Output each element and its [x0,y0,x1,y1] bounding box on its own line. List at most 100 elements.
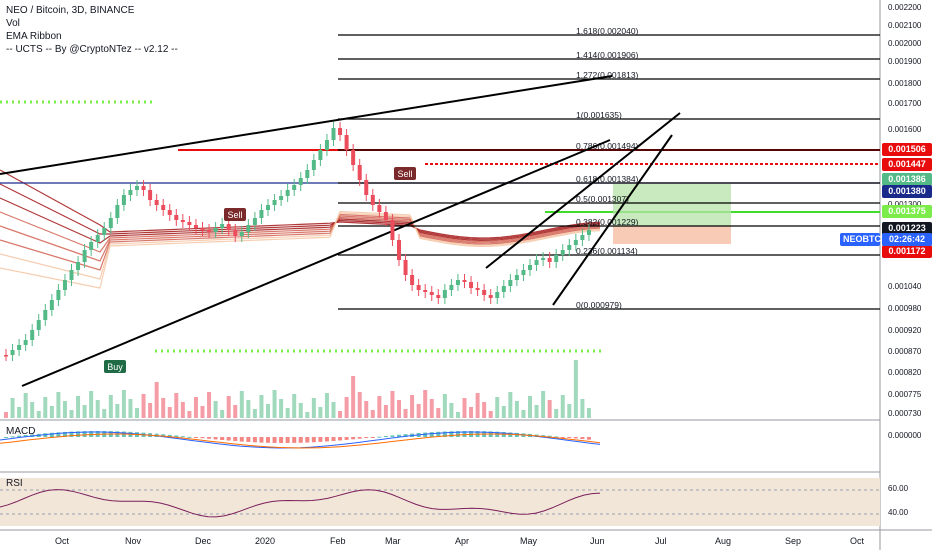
macd-histogram-bar [161,434,166,437]
chart-title: NEO / Bitcoin, 3D, BINANCE [6,5,135,16]
volume-bar [180,402,185,418]
candle-body [259,210,264,218]
volume-bar [436,408,441,418]
volume-bar [207,392,212,418]
macd-histogram-bar [43,433,48,437]
candle-body [554,255,559,262]
macd-histogram-bar [193,437,198,438]
volume-bar [220,410,225,418]
y-tick-label: 0.000820 [888,368,922,377]
candle-body [154,200,159,205]
candle-body [410,275,415,285]
signal-label: Sell [227,210,242,220]
macd-histogram-bar [449,431,454,437]
macd-histogram-bar [397,434,401,437]
macd-histogram-bar [298,437,303,443]
price-level-tag: 0.001223 [882,222,932,235]
candle-body [167,210,172,215]
ema-ribbon-label[interactable]: EMA Ribbon [6,31,62,42]
volume-bar [167,407,172,418]
volume-bar [567,404,572,418]
macd-histogram-bar [4,437,8,438]
ema-ribbon-line [0,211,601,253]
volume-bar [49,406,54,418]
trendline-lower [21,139,611,387]
candle-body [246,225,251,232]
candle-body [272,200,277,205]
candle-body [233,230,238,236]
macd-histogram-bar [311,437,316,443]
y-tick-label: 0.001300 [888,200,921,209]
vol-indicator-label[interactable]: Vol [6,18,20,29]
candle-body [30,330,35,340]
volume-bar [495,397,500,418]
candle-body [528,265,532,270]
volume-bar [128,399,133,418]
price-level-tag: 0.001506 [882,143,932,156]
volume-bar [541,391,546,418]
volume-bar [501,406,506,418]
macd-tick: 0.000000 [888,431,922,440]
fib-level-label: 1.272(0.001813) [576,70,639,80]
y-tick-label: 0.001700 [888,99,922,108]
macd-histogram-bar [429,432,434,437]
volume-bar [174,393,179,418]
y-tick-label: 0.002000 [888,39,922,48]
ucts-indicator-label[interactable]: -- UCTS -- By @CryptoNTez -- v2.12 -- [6,44,178,55]
volume-bar [305,412,310,418]
candle-body [10,350,15,355]
fib-level-label: 0.382(0.001229) [576,217,639,227]
candle-body [239,232,244,236]
macd-histogram-bar [560,437,565,438]
y-tick-label: 0.000870 [888,347,922,356]
macd-histogram-bar [233,437,238,442]
volume-bar [397,400,401,418]
volume-bar [56,392,61,418]
ema-ribbon-line [0,183,601,240]
x-tick-label: Jun [590,536,605,546]
candle-body [252,218,257,225]
volume-bar [370,410,375,418]
macd-histogram-bar [554,436,559,438]
x-tick-label: Mar [385,536,401,546]
candle-body [305,170,310,178]
volume-bar [390,391,395,418]
candle-body [449,285,454,290]
symbol-tag: NEOBTC [840,233,881,246]
volume-bar [69,410,74,418]
candle-body [370,195,375,205]
volume-bar [416,404,421,418]
volume-bar [455,412,460,418]
macd-histogram-bar [455,431,460,437]
x-tick-label: Nov [125,536,142,546]
macd-histogram-bar [259,437,264,443]
candle-body [390,220,395,240]
candle-body [573,240,578,245]
macd-histogram-bar [246,437,251,442]
candle-body [383,212,388,220]
macd-histogram-bar [239,437,244,442]
candle-body [397,240,401,260]
candle-body [482,290,487,295]
macd-histogram-bar [187,436,192,438]
candle-body [311,160,316,170]
volume-bar [266,404,270,418]
volume-bar [193,397,198,418]
candle-body [279,196,284,200]
volume-bar [200,406,205,418]
y-tick-label: 0.000730 [888,409,922,418]
macd-histogram-bar [403,434,408,437]
y-tick-label: 0.001040 [888,282,922,291]
macd-histogram-bar [56,432,61,437]
ema-ribbon-line [0,212,601,280]
volume-bar [246,400,251,418]
volume-bar [121,390,126,418]
candle-body [95,235,100,242]
fib-level-label: 0.786(0.001494) [576,141,639,151]
macd-pane-label[interactable]: MACD [6,426,36,437]
rsi-pane-label[interactable]: RSI [6,478,23,489]
y-tick-label: 0.000980 [888,304,922,313]
volume-bar [475,393,480,418]
macd-histogram-bar [89,431,94,437]
